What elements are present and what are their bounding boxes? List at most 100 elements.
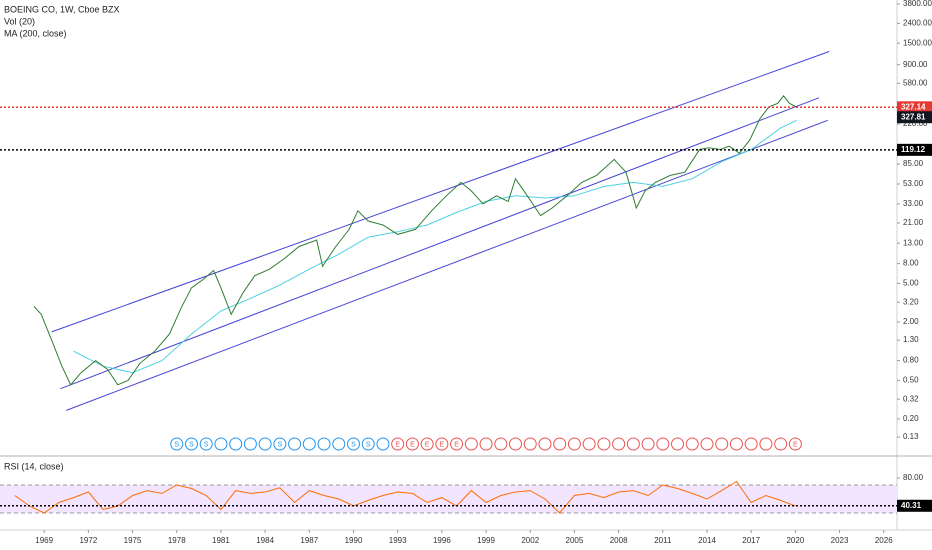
event-label: E <box>440 441 445 448</box>
event-label: S <box>204 441 209 448</box>
x-tick-label: 2005 <box>566 536 584 545</box>
rsi-band <box>0 484 897 513</box>
y-tick-label: 3800.00 <box>903 0 932 8</box>
price-label-bg <box>897 499 932 512</box>
event-marker <box>553 437 567 451</box>
y-tick-label: 85.00 <box>903 159 924 168</box>
event-marker <box>656 437 670 451</box>
y-tick-label: 0.50 <box>903 375 919 384</box>
price-label: 327.14 <box>901 102 926 111</box>
event-marker <box>582 437 596 451</box>
x-tick-label: 1981 <box>212 536 230 545</box>
y-tick-label: 13.00 <box>903 238 924 247</box>
x-tick-label: 1987 <box>300 536 318 545</box>
event-marker <box>700 437 714 451</box>
event-marker <box>450 437 464 451</box>
event-label: S <box>351 441 356 448</box>
event-marker <box>376 437 390 451</box>
last-price-label: 327.81 <box>901 112 926 121</box>
x-tick-label: 1990 <box>345 536 363 545</box>
event-marker <box>759 437 773 451</box>
event-marker <box>729 437 743 451</box>
trend-line <box>66 119 828 411</box>
y-tick-label: 2400.00 <box>903 18 932 27</box>
y-tick-label: 1.30 <box>903 335 919 344</box>
event-marker <box>744 437 758 451</box>
y-tick-label: 0.32 <box>903 394 919 403</box>
event-marker <box>405 437 419 451</box>
last-price-bg <box>897 111 932 124</box>
y-tick-label: 2.00 <box>903 317 919 326</box>
x-tick-label: 1999 <box>477 536 495 545</box>
event-marker <box>567 437 581 451</box>
event-label: S <box>278 441 283 448</box>
event-marker <box>332 437 346 451</box>
x-tick-label: 1996 <box>433 536 451 545</box>
trend-line <box>60 97 820 390</box>
y-tick-label: 53.00 <box>903 179 924 188</box>
x-tick-label: 1993 <box>389 536 407 545</box>
event-marker <box>774 437 788 451</box>
y-tick-label: 3.20 <box>903 297 919 306</box>
y-tick-label: 80.00 <box>903 473 924 482</box>
x-tick-label: 2017 <box>742 536 760 545</box>
event-marker <box>788 437 802 451</box>
indicator-label: MA (200, close) <box>4 28 67 38</box>
price-label-bg <box>897 143 932 156</box>
x-tick-label: 2008 <box>610 536 628 545</box>
event-marker <box>288 437 302 451</box>
x-tick-label: 1975 <box>124 536 142 545</box>
y-tick-label: 0.80 <box>903 356 919 365</box>
event-marker <box>479 437 493 451</box>
event-label: E <box>793 441 798 448</box>
rsi-title: RSI (14, close) <box>4 461 64 471</box>
event-marker <box>494 437 508 451</box>
y-tick-label: 1500.00 <box>903 38 932 47</box>
y-tick-label: 0.13 <box>903 432 919 441</box>
event-label: E <box>395 441 400 448</box>
x-tick-label: 2020 <box>786 536 804 545</box>
price-label-bg <box>897 101 932 114</box>
event-marker <box>641 437 655 451</box>
y-tick-label: 580.00 <box>903 78 928 87</box>
price-label: 40.31 <box>901 501 922 510</box>
event-marker <box>391 437 405 451</box>
x-tick-label: 2002 <box>521 536 539 545</box>
event-marker <box>538 437 552 451</box>
event-marker <box>715 437 729 451</box>
x-tick-label: 2011 <box>654 536 672 545</box>
event-marker <box>229 437 243 451</box>
event-label: E <box>425 441 430 448</box>
x-tick-label: 1978 <box>168 536 186 545</box>
event-marker <box>626 437 640 451</box>
y-tick-label: 220.00 <box>903 119 928 128</box>
event-marker <box>509 437 523 451</box>
event-marker <box>464 437 478 451</box>
x-tick-label: 1984 <box>256 536 274 545</box>
event-marker <box>243 437 257 451</box>
moving-average <box>73 119 798 374</box>
event-label: S <box>366 441 371 448</box>
chart-title: BOEING CO, 1W, Cboe BZX <box>4 4 120 14</box>
event-label: S <box>174 441 179 448</box>
x-tick-label: 1972 <box>79 536 97 545</box>
event-label: S <box>189 441 194 448</box>
price-line <box>14 480 796 514</box>
event-marker <box>420 437 434 451</box>
event-marker <box>258 437 272 451</box>
x-tick-label: 2026 <box>875 536 893 545</box>
event-marker <box>170 437 184 451</box>
price-label: 119.12 <box>901 145 926 154</box>
trend-line <box>51 51 830 333</box>
y-tick-label: 33.00 <box>903 199 924 208</box>
event-marker <box>214 437 228 451</box>
event-marker <box>523 437 537 451</box>
event-marker <box>435 437 449 451</box>
event-marker <box>361 437 375 451</box>
event-marker <box>597 437 611 451</box>
event-marker <box>612 437 626 451</box>
event-marker <box>346 437 360 451</box>
event-marker <box>317 437 331 451</box>
